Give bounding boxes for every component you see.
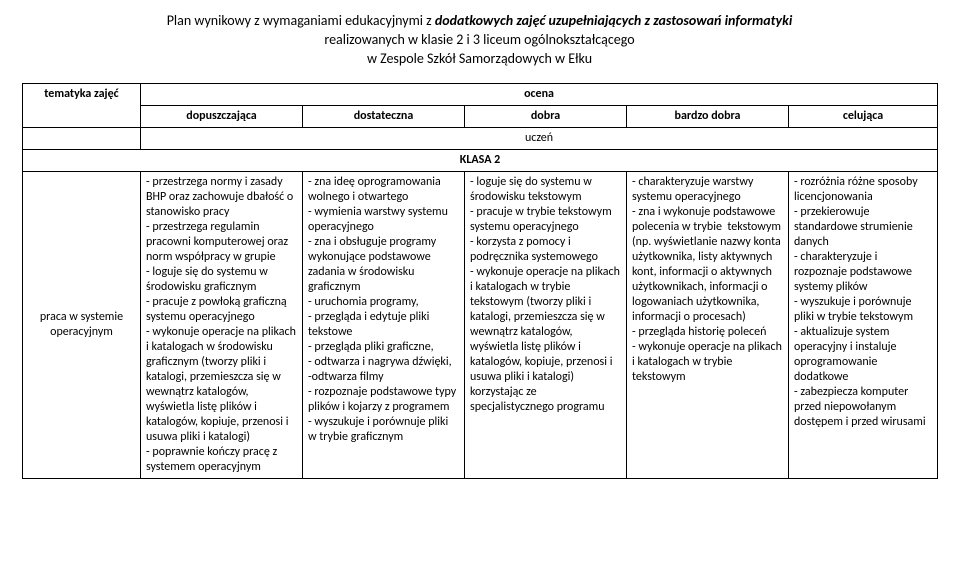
cell-bardzo-dobra-text: - charakteryzuje warstwy systemu operacy… <box>632 175 783 385</box>
header-ocena: ocena <box>141 83 938 105</box>
cell-dostateczna: - zna ideę oprogramowania wolnego i otwa… <box>303 171 465 478</box>
cell-dopuszczajaca-text: - przestrzega normy i zasady BHP oraz za… <box>146 175 297 475</box>
cell-dobra: - loguje się do systemu w środowisku tek… <box>465 171 627 478</box>
header-row-uczen: uczeń <box>23 127 938 149</box>
cell-dopuszczajaca: - przestrzega normy i zasady BHP oraz za… <box>141 171 303 478</box>
header-dobra: dobra <box>465 105 627 127</box>
header-row-ocena: tematyka zajęć ocena <box>23 83 938 105</box>
title-line-1-plain: Plan wynikowy z wymaganiami edukacyjnymi… <box>167 12 435 29</box>
header-tematyka: tematyka zajęć <box>23 83 141 127</box>
row-topic-label: praca w systemie operacyjnym <box>23 171 141 478</box>
header-row-grades: dopuszczająca dostateczna dobra bardzo d… <box>23 105 938 127</box>
cell-dostateczna-text: - zna ideę oprogramowania wolnego i otwa… <box>308 175 459 445</box>
header-dostateczna: dostateczna <box>303 105 465 127</box>
title-line-1: Plan wynikowy z wymaganiami edukacyjnymi… <box>22 12 937 31</box>
table-row: praca w systemie operacyjnym - przestrze… <box>23 171 938 478</box>
cell-dobra-text: - loguje się do systemu w środowisku tek… <box>470 175 621 415</box>
title-line-3: w Zespole Szkół Samorządowych w Ełku <box>22 50 937 69</box>
title-line-2: realizowanych w klasie 2 i 3 liceum ogól… <box>22 31 937 50</box>
title-line-1-emphasis: dodatkowych zajęć uzupełniających z zast… <box>435 12 792 29</box>
header-bardzo-dobra: bardzo dobra <box>627 105 789 127</box>
header-dopuszczajaca: dopuszczająca <box>141 105 303 127</box>
header-celujaca: celująca <box>789 105 938 127</box>
title-block: Plan wynikowy z wymaganiami edukacyjnymi… <box>22 12 937 69</box>
header-uczen: uczeń <box>141 127 938 149</box>
cell-celujaca: - rozróżnia różne sposoby licencjonowani… <box>789 171 938 478</box>
row-klasa2: KLASA 2 <box>23 149 938 171</box>
cell-bardzo-dobra: - charakteryzuje warstwy systemu operacy… <box>627 171 789 478</box>
grading-table: tematyka zajęć ocena dopuszczająca dosta… <box>22 83 938 479</box>
cell-klasa2: KLASA 2 <box>23 149 938 171</box>
cell-celujaca-text: - rozróżnia różne sposoby licencjonowani… <box>794 175 932 430</box>
